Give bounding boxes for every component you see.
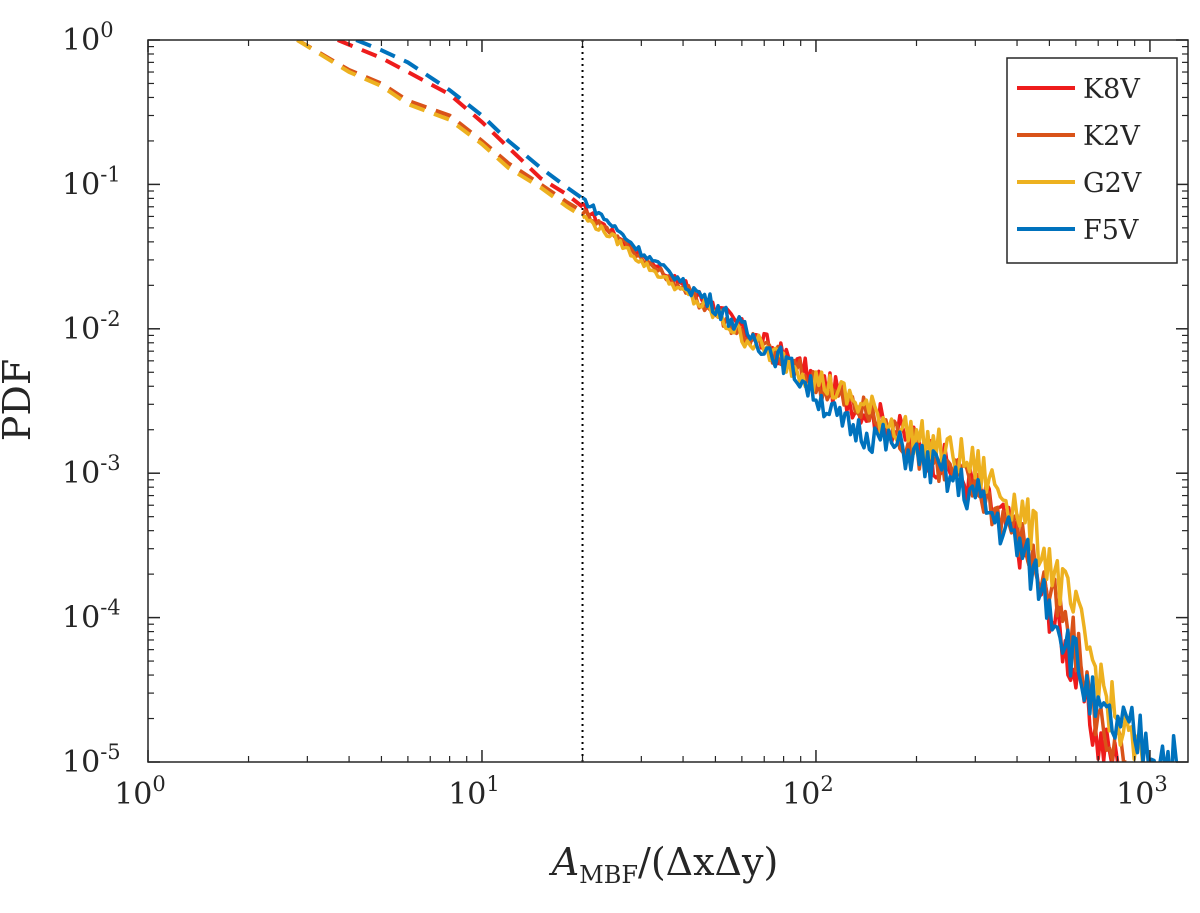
axes-box xyxy=(147,39,1189,763)
series-F5V-solid xyxy=(581,196,1179,762)
y-tick-exp: -4 xyxy=(100,596,120,620)
x-tick-label: 100 xyxy=(114,772,166,812)
legend-label-K8V: K8V xyxy=(1083,74,1140,105)
y-tick-exp: -2 xyxy=(100,307,120,331)
x-tick-base: 10 xyxy=(448,777,486,812)
y-tick-base: 10 xyxy=(62,312,100,347)
series-group xyxy=(296,40,1179,762)
x-tick-exp: 1 xyxy=(486,772,499,796)
y-axis-label: PDF xyxy=(0,359,39,441)
series-K2V-dashed xyxy=(296,40,584,214)
x-tick-exp: 0 xyxy=(152,772,165,796)
y-tick-base: 10 xyxy=(62,601,100,636)
y-tick-label: 10-4 xyxy=(62,596,121,636)
x-axis-label: AMBF/(ΔxΔy) xyxy=(549,840,779,889)
y-tick-label: 10-3 xyxy=(62,451,121,491)
y-tick-label: 100 xyxy=(62,18,114,58)
y-tick-exp: -5 xyxy=(100,740,120,764)
x-tick-exp: 2 xyxy=(820,772,833,796)
y-tick-label: 10-5 xyxy=(62,740,121,780)
legend-label-K2V: K2V xyxy=(1083,121,1140,152)
x-tick-exp: 3 xyxy=(1154,772,1167,796)
y-tick-label: 10-2 xyxy=(62,307,121,347)
y-tick-base: 10 xyxy=(62,745,100,780)
series-K8V-dashed xyxy=(337,40,584,209)
y-tick-base: 10 xyxy=(62,456,100,491)
series-G2V-dashed xyxy=(296,40,584,219)
legend-label-F5V: F5V xyxy=(1083,215,1139,246)
legend-label-G2V: G2V xyxy=(1083,168,1142,199)
y-tick-exp: -1 xyxy=(100,162,120,186)
x-tick-label: 103 xyxy=(1116,772,1168,812)
y-tick-exp: 0 xyxy=(100,18,113,42)
x-tick-base: 10 xyxy=(114,777,152,812)
series-G2V-solid xyxy=(581,214,1145,762)
legend: K8V K2V G2V F5V xyxy=(1006,57,1178,264)
y-tick-exp: -3 xyxy=(100,451,120,475)
series-F5V-dashed xyxy=(355,40,584,201)
plot-area xyxy=(296,40,1179,762)
x-axis-label-sub: MBF xyxy=(579,861,638,889)
y-tick-label: 10-1 xyxy=(62,162,121,202)
x-tick-base: 10 xyxy=(1116,777,1154,812)
y-tick-base: 10 xyxy=(62,167,100,202)
x-tick-label: 102 xyxy=(782,772,834,812)
x-axis-label-rest: /(ΔxΔy) xyxy=(638,840,778,884)
x-axis-label-main: A xyxy=(549,840,579,884)
x-tick-base: 10 xyxy=(782,777,820,812)
y-tick-base: 10 xyxy=(62,23,100,58)
x-tick-label: 101 xyxy=(448,772,500,812)
